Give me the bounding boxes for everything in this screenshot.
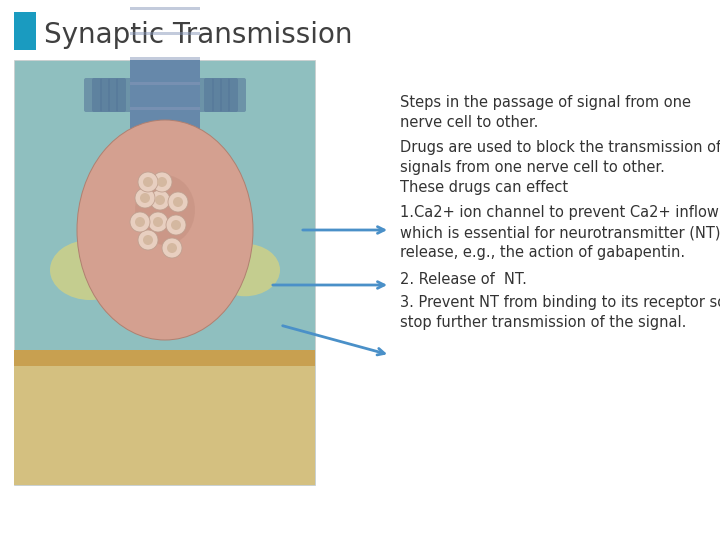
- Circle shape: [130, 212, 150, 232]
- Circle shape: [173, 197, 183, 207]
- Text: Drugs are used to block the transmission of: Drugs are used to block the transmission…: [400, 140, 720, 155]
- Bar: [130, 57, 200, 60]
- Bar: [14, 12, 36, 50]
- Bar: [130, 32, 200, 35]
- FancyBboxPatch shape: [116, 78, 134, 112]
- Circle shape: [171, 220, 181, 230]
- Bar: [14, 357, 315, 485]
- Circle shape: [135, 188, 155, 208]
- Bar: [130, 60, 200, 130]
- Text: signals from one nerve cell to other.: signals from one nerve cell to other.: [400, 160, 665, 175]
- Text: release, e.g., the action of gabapentin.: release, e.g., the action of gabapentin.: [400, 245, 685, 260]
- Circle shape: [157, 177, 167, 187]
- Circle shape: [167, 243, 177, 253]
- Text: which is essential for neurotransmitter (NT): which is essential for neurotransmitter …: [400, 225, 720, 240]
- Ellipse shape: [50, 240, 130, 300]
- Circle shape: [150, 190, 170, 210]
- Circle shape: [152, 172, 172, 192]
- Text: Steps in the passage of signal from one: Steps in the passage of signal from one: [400, 95, 691, 110]
- Bar: [130, 107, 200, 110]
- Circle shape: [140, 193, 150, 203]
- Text: nerve cell to other.: nerve cell to other.: [400, 115, 539, 130]
- Text: Synaptic Transmission: Synaptic Transmission: [44, 21, 353, 49]
- Text: These drugs can effect: These drugs can effect: [400, 180, 568, 195]
- Circle shape: [143, 177, 153, 187]
- Circle shape: [143, 235, 153, 245]
- Bar: [130, 82, 200, 85]
- FancyBboxPatch shape: [196, 78, 214, 112]
- Ellipse shape: [210, 244, 280, 296]
- Text: 2. Release of  NT.: 2. Release of NT.: [400, 272, 527, 287]
- Circle shape: [138, 230, 158, 250]
- Circle shape: [138, 172, 158, 192]
- FancyBboxPatch shape: [220, 78, 238, 112]
- Text: stop further transmission of the signal.: stop further transmission of the signal.: [400, 315, 686, 330]
- FancyBboxPatch shape: [92, 78, 110, 112]
- FancyBboxPatch shape: [204, 78, 222, 112]
- Bar: [14, 349, 315, 366]
- FancyBboxPatch shape: [228, 78, 246, 112]
- Circle shape: [148, 212, 168, 232]
- Circle shape: [166, 215, 186, 235]
- Text: 1.Ca2+ ion channel to prevent Ca2+ inflow: 1.Ca2+ ion channel to prevent Ca2+ inflo…: [400, 205, 719, 220]
- Circle shape: [135, 217, 145, 227]
- Ellipse shape: [77, 120, 253, 340]
- Circle shape: [162, 238, 182, 258]
- FancyBboxPatch shape: [212, 78, 230, 112]
- Ellipse shape: [135, 175, 195, 245]
- Circle shape: [153, 217, 163, 227]
- FancyBboxPatch shape: [108, 78, 126, 112]
- Circle shape: [168, 192, 188, 212]
- FancyBboxPatch shape: [100, 78, 118, 112]
- Text: 3. Prevent NT from binding to its receptor so: 3. Prevent NT from binding to its recept…: [400, 295, 720, 310]
- Bar: [14, 60, 315, 485]
- Circle shape: [155, 195, 165, 205]
- FancyBboxPatch shape: [84, 78, 102, 112]
- Bar: [130, 7, 200, 10]
